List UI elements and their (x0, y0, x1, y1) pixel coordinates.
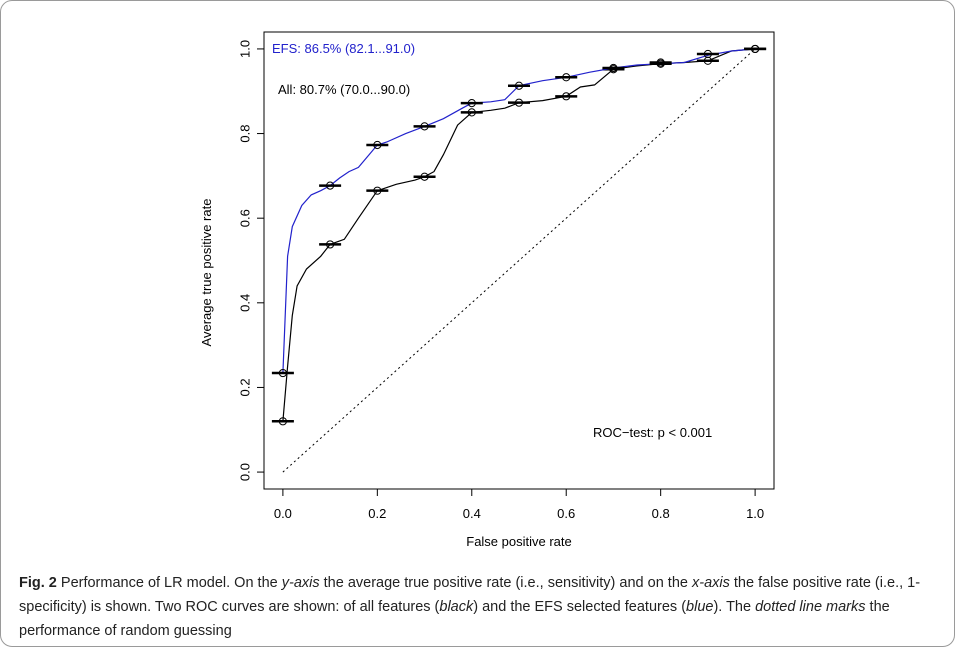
roc-curve-line (282, 48, 756, 422)
roc-point (467, 108, 476, 117)
roc-point (420, 172, 429, 181)
caption-segment: the average true positive rate (i.e., se… (319, 575, 692, 591)
roc-point (751, 44, 760, 54)
roc-point (420, 122, 429, 131)
x-axis: 0.0 0.2 0.4 0.6 0.8 1.0 (274, 488, 764, 521)
x-tick-label: 0.2 (368, 506, 386, 521)
roc-test-annotation: ROC−test: p < 0.001 (593, 425, 712, 440)
roc-point (373, 140, 382, 150)
roc-point (609, 63, 618, 73)
x-tick-label: 0.0 (274, 506, 292, 521)
caption-segment: the false positive rate (i.e., 1-specifi… (19, 575, 921, 615)
caption-segment: ). The (713, 599, 756, 615)
roc-point (514, 81, 524, 90)
roc-point (703, 49, 712, 59)
roc-point (467, 98, 476, 108)
caption-segment: ) and the EFS selected features ( (473, 599, 687, 615)
figure-caption: Fig. 2 Performance of LR model. On the y… (19, 571, 939, 643)
roc-curve-line (282, 48, 756, 374)
y-axis-label: Average true positive rate (199, 199, 214, 347)
roc-point (562, 73, 571, 82)
x-tick-label: 1.0 (746, 506, 764, 521)
roc-chart: 0.0 0.2 0.4 0.6 0.8 1.0 0.0 0.2 0.4 0.6 0.8 1.0 Fa… (199, 31, 775, 549)
x-tick-label: 0.4 (463, 506, 481, 521)
all-annotation: All: 80.7% (70.0...90.0) (278, 82, 410, 97)
y-tick-label: 0.6 (238, 209, 253, 227)
roc-point (562, 92, 571, 101)
caption-emphasis: y-axis (281, 575, 320, 591)
series-layer (271, 44, 767, 426)
y-tick-label: 0.4 (238, 294, 253, 312)
y-tick-label: 0.2 (238, 378, 253, 396)
roc-series (271, 44, 767, 378)
roc-point (278, 368, 287, 378)
y-axis: 0.0 0.2 0.4 0.6 0.8 1.0 (238, 40, 265, 481)
caption-emphasis: blue (686, 599, 714, 615)
caption-segment: Performance of LR model. On the (56, 575, 282, 591)
roc-point (326, 240, 335, 249)
x-tick-label: 0.8 (652, 506, 670, 521)
caption-label: Fig. 2 (19, 575, 57, 591)
x-tick-label: 0.6 (557, 506, 575, 521)
roc-point (326, 181, 335, 190)
y-tick-label: 1.0 (238, 40, 253, 58)
random-guess-diagonal (282, 48, 756, 473)
efs-annotation: EFS: 86.5% (82.1...91.0) (272, 41, 415, 56)
caption-emphasis: black (439, 599, 474, 615)
caption-text: Performance of LR model. On the y-axis t… (19, 575, 920, 639)
caption-segment: the performance of random guessing (19, 599, 890, 639)
x-axis-label: False positive rate (466, 534, 572, 549)
roc-point (656, 59, 665, 68)
caption-emphasis: dotted line marks (755, 599, 866, 615)
roc-point (373, 186, 382, 195)
roc-point (278, 417, 287, 426)
y-tick-label: 0.0 (238, 463, 253, 481)
roc-point (514, 98, 524, 107)
roc-series (271, 44, 767, 426)
caption-emphasis: x-axis (691, 575, 730, 591)
y-tick-label: 0.8 (238, 125, 253, 143)
